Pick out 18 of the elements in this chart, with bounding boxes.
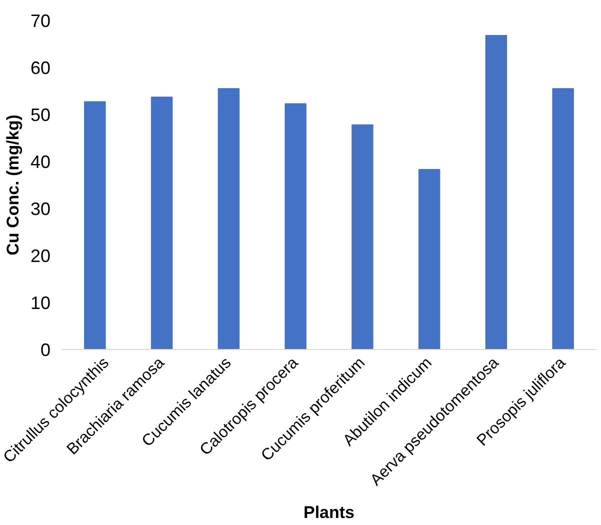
y-tick-label: 40 bbox=[30, 152, 51, 172]
bar bbox=[150, 96, 173, 350]
y-axis-title: Cu Conc. (mg/kg) bbox=[3, 114, 22, 256]
y-tick-label: 0 bbox=[40, 340, 51, 360]
bar bbox=[485, 35, 508, 350]
y-tick-label: 20 bbox=[30, 246, 51, 266]
y-tick-label: 60 bbox=[30, 58, 51, 78]
bar bbox=[352, 124, 374, 350]
y-tick-label: 30 bbox=[30, 199, 51, 219]
bar bbox=[218, 88, 240, 350]
y-tick-label: 10 bbox=[30, 293, 51, 313]
y-tick-label: 70 bbox=[30, 11, 51, 31]
bar bbox=[418, 168, 440, 350]
bar bbox=[552, 88, 574, 350]
bar bbox=[284, 103, 306, 350]
y-tick-label: 50 bbox=[30, 105, 51, 125]
x-axis-title: Plants bbox=[303, 503, 355, 522]
bar bbox=[84, 101, 106, 350]
